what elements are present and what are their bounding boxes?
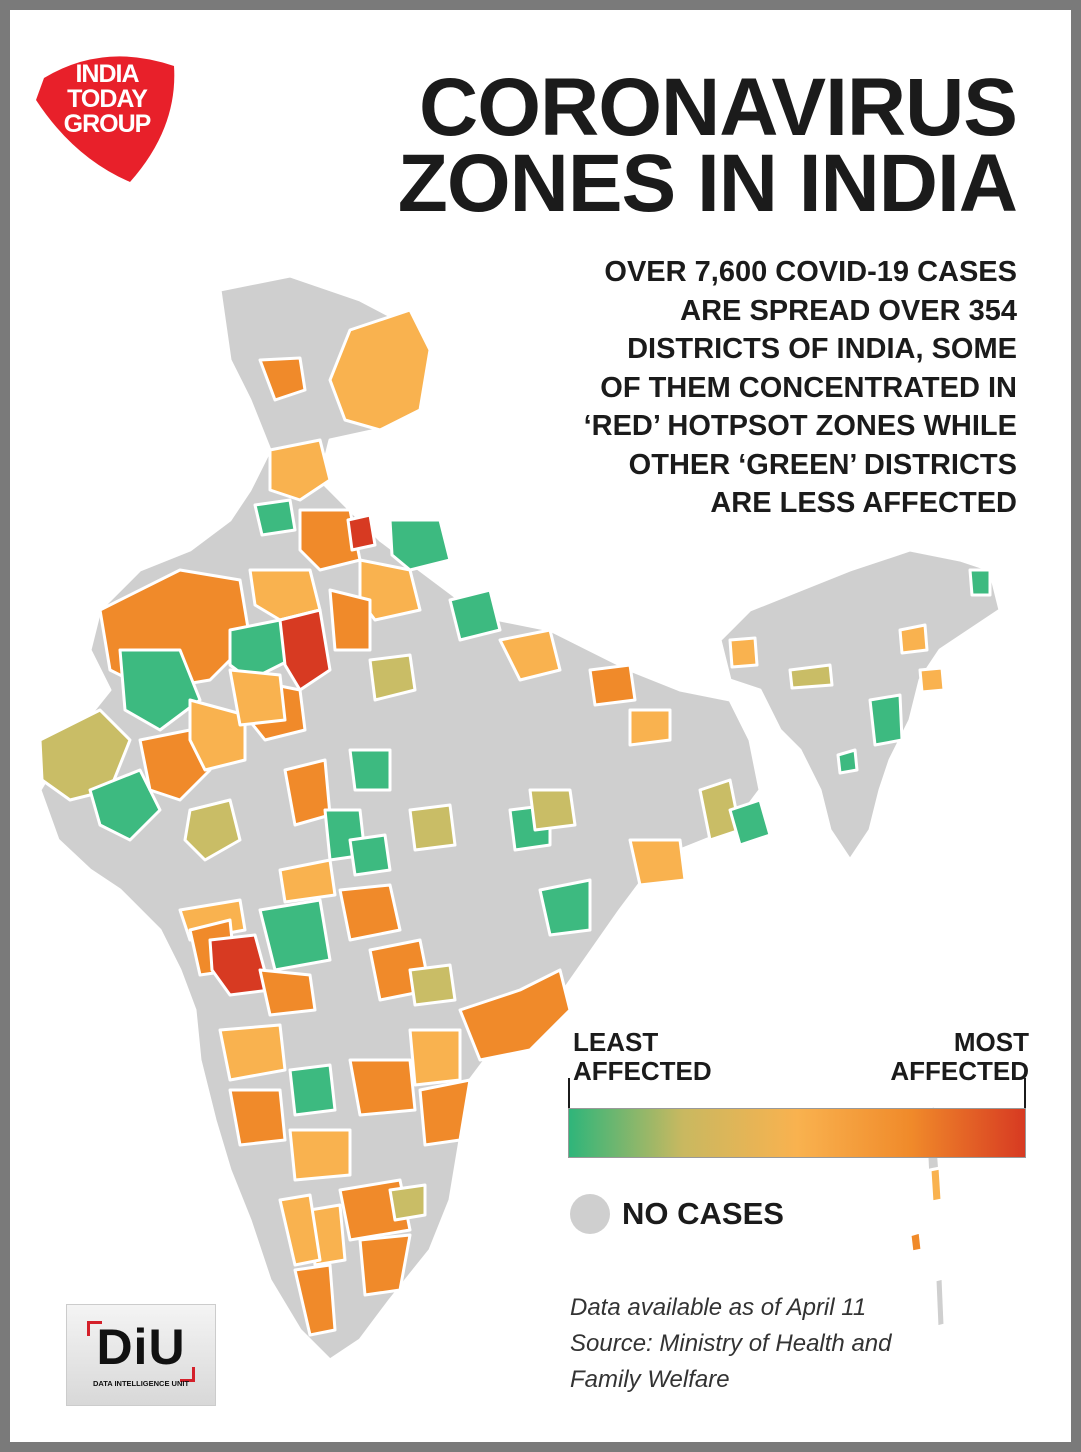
telangana-low	[408, 963, 457, 1007]
subtitle-line-7: ARE LESS AFFECTED	[710, 487, 1017, 519]
jharkhand-low	[528, 788, 577, 832]
odisha-mid	[628, 838, 687, 887]
andaman-island-c	[908, 1230, 924, 1254]
ne-low-meghalaya	[788, 663, 834, 690]
kerala-mid-a	[278, 1193, 322, 1267]
bihar-orange	[588, 663, 637, 707]
rajasthan-red	[278, 608, 332, 692]
source-note: Data available as of April 11 Source: Mi…	[570, 1290, 891, 1398]
subtitle-line-1: OVER 7,600 COVID-19 CASES	[604, 256, 1017, 288]
legend-most-affected: MOST AFFECTED	[890, 1028, 1029, 1086]
india-districts-map	[38, 274, 1002, 1362]
subtitle: OVER 7,600 COVID-19 CASES ARE SPREAD OVE…	[584, 253, 1017, 523]
karnataka-mid-b	[288, 1128, 352, 1182]
no-cases-swatch	[570, 1194, 610, 1234]
diu-corner-mark	[87, 1321, 102, 1336]
logo-line-3: GROUP	[63, 110, 152, 138]
legend-gradient-bar	[568, 1108, 1026, 1158]
mp-low-b	[408, 803, 457, 852]
subtitle-line-4: OF THEM CONCENTRATED IN	[600, 371, 1017, 404]
punjab-mix	[268, 438, 332, 502]
ne-orange-b	[898, 623, 929, 655]
andaman-island-b	[928, 1166, 944, 1204]
gujarat-kutch-green	[88, 768, 162, 842]
diu-logo-subtext: DATA INTELLIGENCE UNIT	[92, 1379, 190, 1388]
diu-logo-text: DiU	[96, 1319, 186, 1375]
bengal-green-kolkata	[728, 798, 772, 847]
up-green-a	[448, 588, 502, 642]
rajasthan-green-a	[118, 648, 202, 732]
punjab-green	[253, 498, 297, 537]
diu-corner-mark	[180, 1367, 195, 1382]
jk-region-a	[258, 356, 307, 402]
bihar-mid	[628, 708, 672, 747]
up-mid-b	[498, 628, 562, 682]
odisha-green	[538, 878, 592, 937]
kerala-orange-b	[293, 1263, 337, 1337]
ne-mid-manipur	[918, 666, 946, 694]
page-title: CORONAVIRUS ZONES IN INDIA	[397, 62, 1018, 229]
subtitle-line-3: DISTRICTS OF INDIA, SOME	[627, 333, 1017, 365]
maha-green	[258, 898, 332, 972]
karnataka-green	[288, 1063, 337, 1117]
legend-tick-right	[1024, 1078, 1026, 1110]
ne-green-arunachal	[968, 568, 992, 597]
legend-low-line-2: AFFECTED	[573, 1056, 712, 1086]
title-line-2: ZONES IN INDIA	[397, 138, 1018, 229]
legend-high-line-2: AFFECTED	[890, 1056, 1029, 1086]
karnataka-mid-a	[218, 1023, 287, 1082]
haryana-orange	[298, 508, 362, 572]
andhra-mid	[408, 1028, 462, 1087]
legend-tick-left	[568, 1078, 570, 1110]
legend-least-affected: LEAST AFFECTED	[573, 1028, 712, 1086]
note-line-3: Family Welfare	[570, 1366, 730, 1393]
title-line-1: CORONAVIRUS	[419, 62, 1018, 153]
note-line-2: Source: Ministry of Health and	[570, 1330, 892, 1357]
maha-orange-c	[338, 883, 402, 942]
up-low	[368, 653, 417, 702]
maha-green-e	[348, 833, 392, 877]
delhi-hotspot	[346, 513, 377, 552]
ne-green-tripura	[836, 748, 859, 775]
ladakh-region	[328, 308, 432, 432]
subtitle-line-6: OTHER ‘GREEN’ DISTRICTS	[628, 448, 1017, 481]
tn-low-d	[388, 1183, 427, 1222]
tn-orange-b	[358, 1233, 412, 1297]
no-cases-label: NO CASES	[622, 1196, 784, 1231]
rajasthan-green-b	[228, 618, 292, 682]
andhra-coast-orange	[458, 968, 572, 1062]
ne-orange-a	[728, 636, 759, 669]
ne-green-assam	[868, 693, 904, 747]
rajasthan-mid-b	[188, 698, 247, 772]
maha-orange-d	[258, 968, 317, 1017]
up-west-mid	[358, 558, 422, 622]
logo-line-1: INDIA	[75, 60, 139, 88]
mp-orange-c	[283, 758, 332, 827]
india-today-group-logo: INDIA TODAY GROUP	[34, 48, 180, 188]
maha-pune-red	[208, 933, 272, 997]
subtitle-line-2: ARE SPREAD OVER 354	[680, 294, 1017, 327]
logo-line-2: TODAY	[67, 85, 148, 113]
northeast-base	[718, 548, 1002, 862]
note-line-1: Data available as of April 11	[570, 1294, 867, 1321]
diu-logo: DiU DATA INTELLIGENCE UNIT	[66, 1304, 216, 1406]
legend-low-line-1: LEAST	[573, 1027, 659, 1057]
karnataka-orange-b	[228, 1088, 287, 1147]
subtitle-line-5: ‘RED’ HOTPSOT ZONES WHILE	[583, 410, 1017, 442]
mp-mid	[228, 668, 287, 727]
gujarat-low	[183, 798, 242, 862]
uttarakhand-green	[388, 518, 452, 572]
mainland-base	[38, 274, 762, 1362]
andhra-orange-b	[348, 1058, 417, 1117]
andhra-orange-c	[418, 1078, 472, 1147]
up-orange	[328, 588, 372, 652]
mp-green-a	[348, 748, 392, 792]
maha-mid-c	[278, 858, 337, 904]
legend-high-line-1: MOST	[953, 1027, 1029, 1057]
andaman-island-d	[933, 1276, 947, 1329]
